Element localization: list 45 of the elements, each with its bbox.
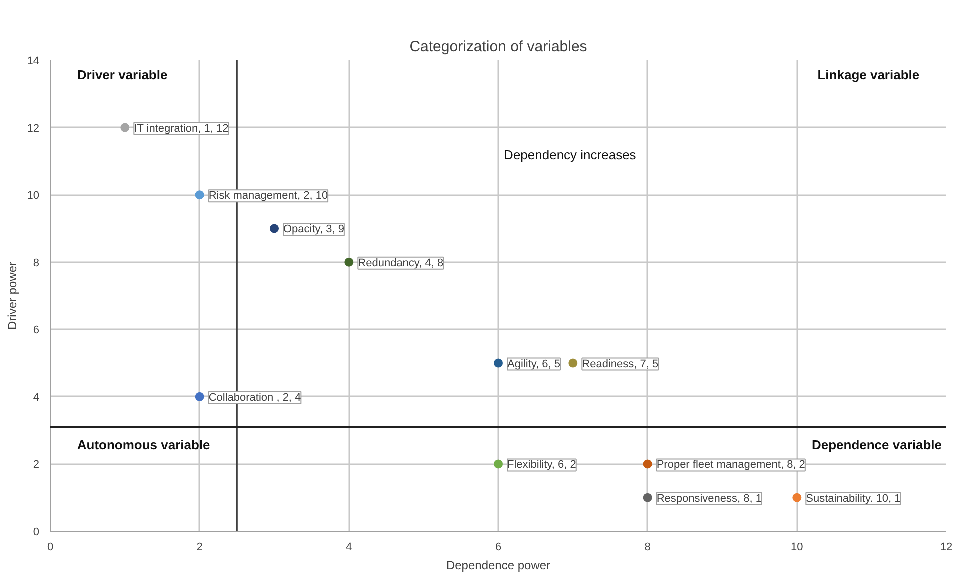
data-label: Flexibility, 6, 2 (508, 459, 576, 472)
point (270, 224, 279, 234)
y-tick-label: 14 (27, 56, 40, 68)
point (792, 493, 802, 502)
annotation: Driver variable (77, 68, 168, 83)
data-label: Agility, 6, 5 (508, 358, 560, 370)
x-tick-label: 12 (940, 542, 953, 554)
annotation: Dependency increases (504, 148, 637, 163)
point (494, 358, 503, 368)
y-tick-label: 6 (33, 324, 40, 337)
x-tick-label: 4 (346, 542, 352, 554)
annotation: Linkage variable (818, 68, 920, 83)
y-tick-label: 10 (27, 190, 40, 202)
data-label: Redundancy, 4, 8 (358, 257, 444, 270)
data-label: Collaboration , 2, 4 (208, 392, 302, 404)
data-label: Opacity, 3, 9 (284, 224, 344, 236)
point (195, 392, 204, 402)
point (494, 460, 503, 469)
y-tick-label: 4 (33, 392, 40, 404)
x-tick-label: 2 (196, 542, 203, 554)
point (643, 460, 652, 469)
y-tick-label: 2 (33, 459, 40, 472)
x-axis-title: Dependence power (446, 558, 551, 572)
point (568, 358, 578, 368)
x-tick-label: 0 (47, 542, 54, 554)
point (195, 190, 204, 200)
point (120, 123, 130, 132)
chart-title: Categorization of variables (410, 38, 588, 56)
y-tick-label: 12 (27, 122, 40, 135)
data-label: IT integration, 1, 12 (134, 122, 229, 135)
y-tick-label: 0 (33, 526, 40, 538)
y-axis-title: Driver power (5, 262, 20, 330)
x-tick-label: 10 (791, 542, 804, 554)
data-label: Responsiveness, 8, 1 (656, 492, 762, 505)
point (344, 258, 354, 267)
point (643, 493, 652, 502)
data-label: Proper fleet management, 8, 2 (656, 459, 806, 472)
data-label: Risk management, 2, 10 (208, 190, 328, 202)
x-tick-label: 6 (495, 542, 502, 554)
y-tick-label: 8 (33, 257, 40, 270)
data-label: Sustainability. 10, 1 (806, 492, 901, 505)
x-tick-label: 8 (644, 542, 651, 554)
annotation: Autonomous variable (77, 437, 210, 452)
annotation: Dependence variable (812, 437, 942, 452)
data-label: Readiness, 7, 5 (582, 358, 659, 370)
